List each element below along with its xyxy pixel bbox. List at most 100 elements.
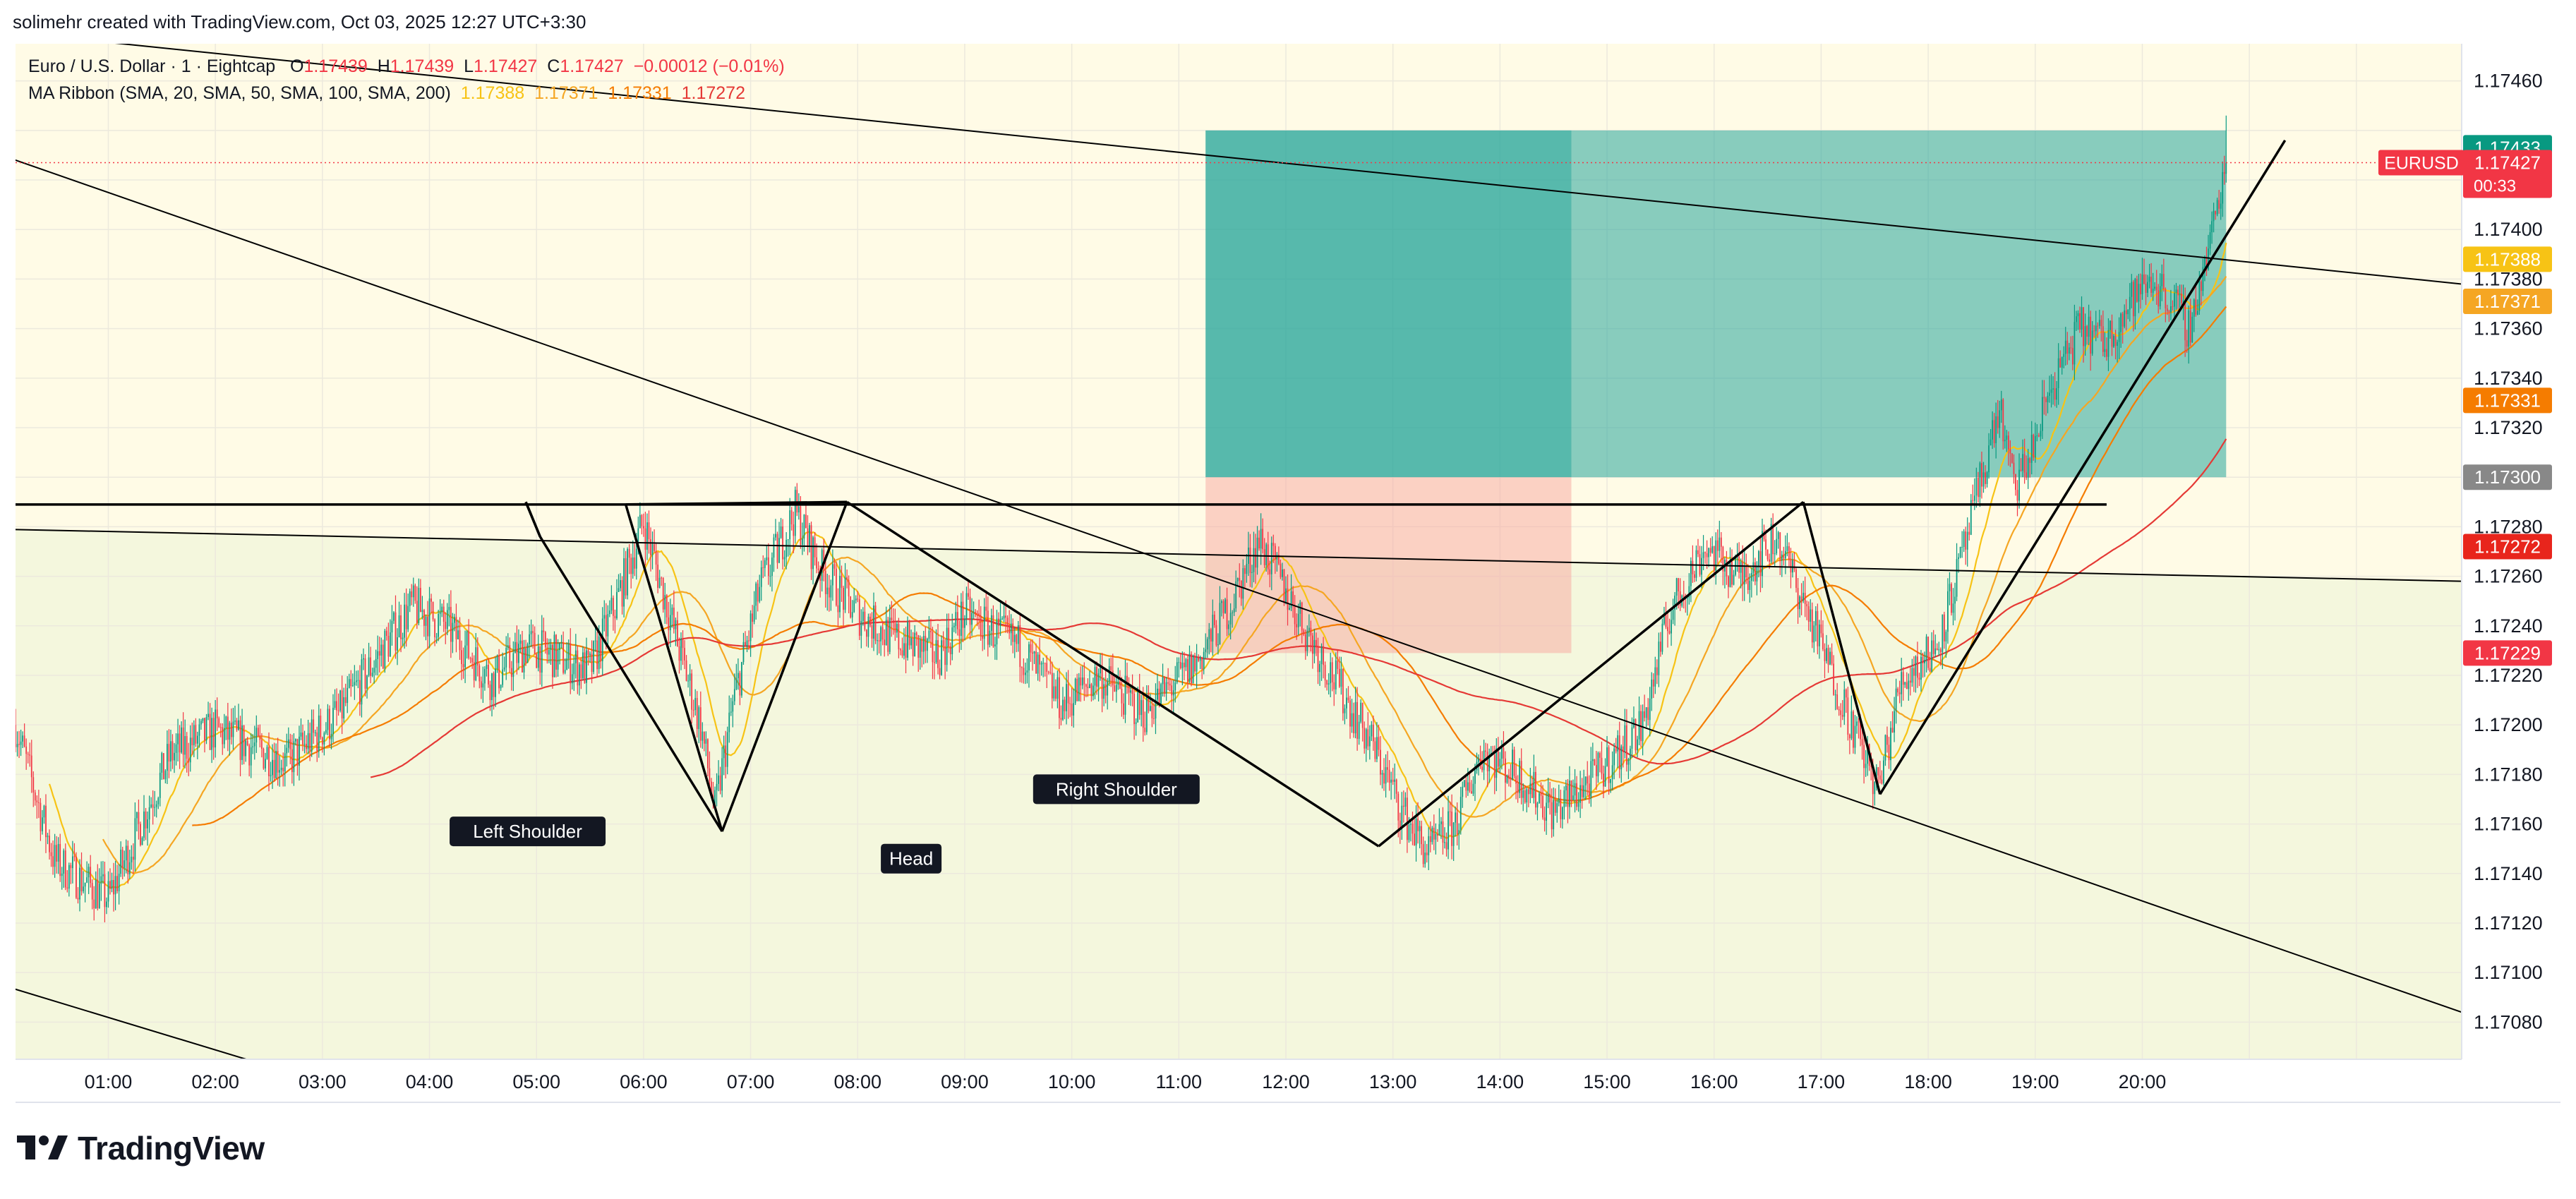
- candle-body: [1986, 472, 1988, 484]
- candle-body: [450, 606, 452, 642]
- candle: [1597, 751, 1599, 783]
- candle-body: [266, 747, 268, 759]
- pattern-label-text: Head: [889, 848, 933, 869]
- candle-body: [231, 723, 232, 737]
- candle: [949, 642, 951, 665]
- symbol-title: Euro / U.S. Dollar · 1 · Eightcap: [28, 56, 276, 76]
- candle-body: [1610, 778, 1611, 783]
- candle-body: [760, 567, 762, 587]
- candle-body: [2147, 282, 2148, 293]
- candle-body: [448, 606, 450, 610]
- candle-body: [905, 643, 907, 658]
- candle-body: [958, 629, 961, 637]
- pattern-label-bg: [450, 817, 606, 847]
- candle-body: [1121, 688, 1123, 704]
- candle: [354, 665, 356, 700]
- long-position-tool[interactable]: [1205, 130, 2227, 653]
- candle-body: [1471, 791, 1472, 794]
- candle-body: [1587, 776, 1589, 784]
- candle-body: [1194, 655, 1196, 672]
- candle-body: [577, 650, 579, 686]
- candle: [2102, 311, 2104, 356]
- candle-body: [1235, 581, 1237, 609]
- candle: [1306, 625, 1308, 656]
- candle: [707, 738, 709, 777]
- candle-body: [66, 887, 68, 889]
- candle-body: [669, 615, 671, 631]
- candle-body: [1613, 748, 1615, 766]
- candle: [299, 725, 300, 781]
- candle-body: [29, 754, 31, 756]
- candle: [1701, 546, 1702, 589]
- candle: [941, 635, 942, 676]
- candle: [934, 651, 935, 680]
- candle: [523, 639, 525, 680]
- symbol-legend[interactable]: Euro / U.S. Dollar · 1 · Eightcap O1.174…: [28, 56, 785, 77]
- candle: [2129, 283, 2131, 322]
- candle: [280, 759, 282, 776]
- candle-body: [222, 727, 224, 745]
- candle: [1003, 603, 1005, 622]
- candle-body: [1601, 757, 1603, 774]
- candle-body: [1697, 550, 1699, 555]
- candle-body: [2166, 308, 2168, 311]
- candle: [2109, 320, 2111, 339]
- candle: [279, 755, 281, 787]
- candle-body: [2036, 435, 2038, 437]
- candle: [1149, 693, 1151, 711]
- hs-pattern-leg: [1879, 139, 2287, 795]
- candle: [1911, 658, 1913, 687]
- tradingview-brand[interactable]: TradingView: [17, 1129, 265, 1167]
- candle: [1433, 814, 1435, 850]
- candle: [1777, 531, 1779, 549]
- candle-body: [188, 759, 190, 763]
- candle-body: [775, 534, 776, 538]
- candle-body: [855, 598, 857, 601]
- candle: [2159, 273, 2161, 310]
- candle: [284, 745, 286, 787]
- candle-body: [1819, 624, 1820, 646]
- candle: [1781, 550, 1783, 577]
- candle-body: [363, 658, 364, 660]
- candle: [907, 616, 908, 661]
- candle: [641, 514, 643, 535]
- candle: [1583, 769, 1585, 800]
- candle: [1505, 751, 1506, 800]
- candle: [1595, 751, 1597, 790]
- candle-body: [884, 639, 886, 646]
- candle: [159, 763, 161, 807]
- candle-body: [347, 687, 349, 704]
- candle: [580, 657, 582, 689]
- candle-body: [1131, 690, 1133, 694]
- candle: [1451, 794, 1452, 860]
- candle-body: [114, 876, 116, 895]
- candle-body: [1208, 629, 1210, 639]
- candle-body: [567, 644, 570, 658]
- candle: [532, 624, 534, 649]
- candle: [2066, 332, 2069, 365]
- candle: [657, 551, 658, 594]
- candle-body: [1743, 566, 1745, 585]
- candle: [1239, 563, 1241, 598]
- candle-body: [157, 797, 160, 805]
- candle-body: [1465, 780, 1467, 791]
- candle: [748, 630, 750, 651]
- candle: [1337, 650, 1339, 675]
- candle: [147, 811, 148, 846]
- candle-body: [1402, 805, 1404, 807]
- candle-body: [1436, 833, 1438, 836]
- candle: [1472, 776, 1474, 796]
- candle: [869, 613, 871, 627]
- candle: [2070, 336, 2072, 354]
- candle-body: [1617, 735, 1619, 752]
- candle: [120, 841, 122, 877]
- candle-body: [495, 668, 496, 697]
- ma-ribbon-legend[interactable]: MA Ribbon (SMA, 20, SMA, 50, SMA, 100, S…: [28, 83, 745, 104]
- candle-body: [2175, 289, 2177, 294]
- candle: [219, 723, 222, 737]
- trend-drawings[interactable]: [1, 31, 2462, 1131]
- candle: [919, 635, 921, 670]
- candle: [175, 733, 177, 766]
- candle-body: [1385, 767, 1387, 784]
